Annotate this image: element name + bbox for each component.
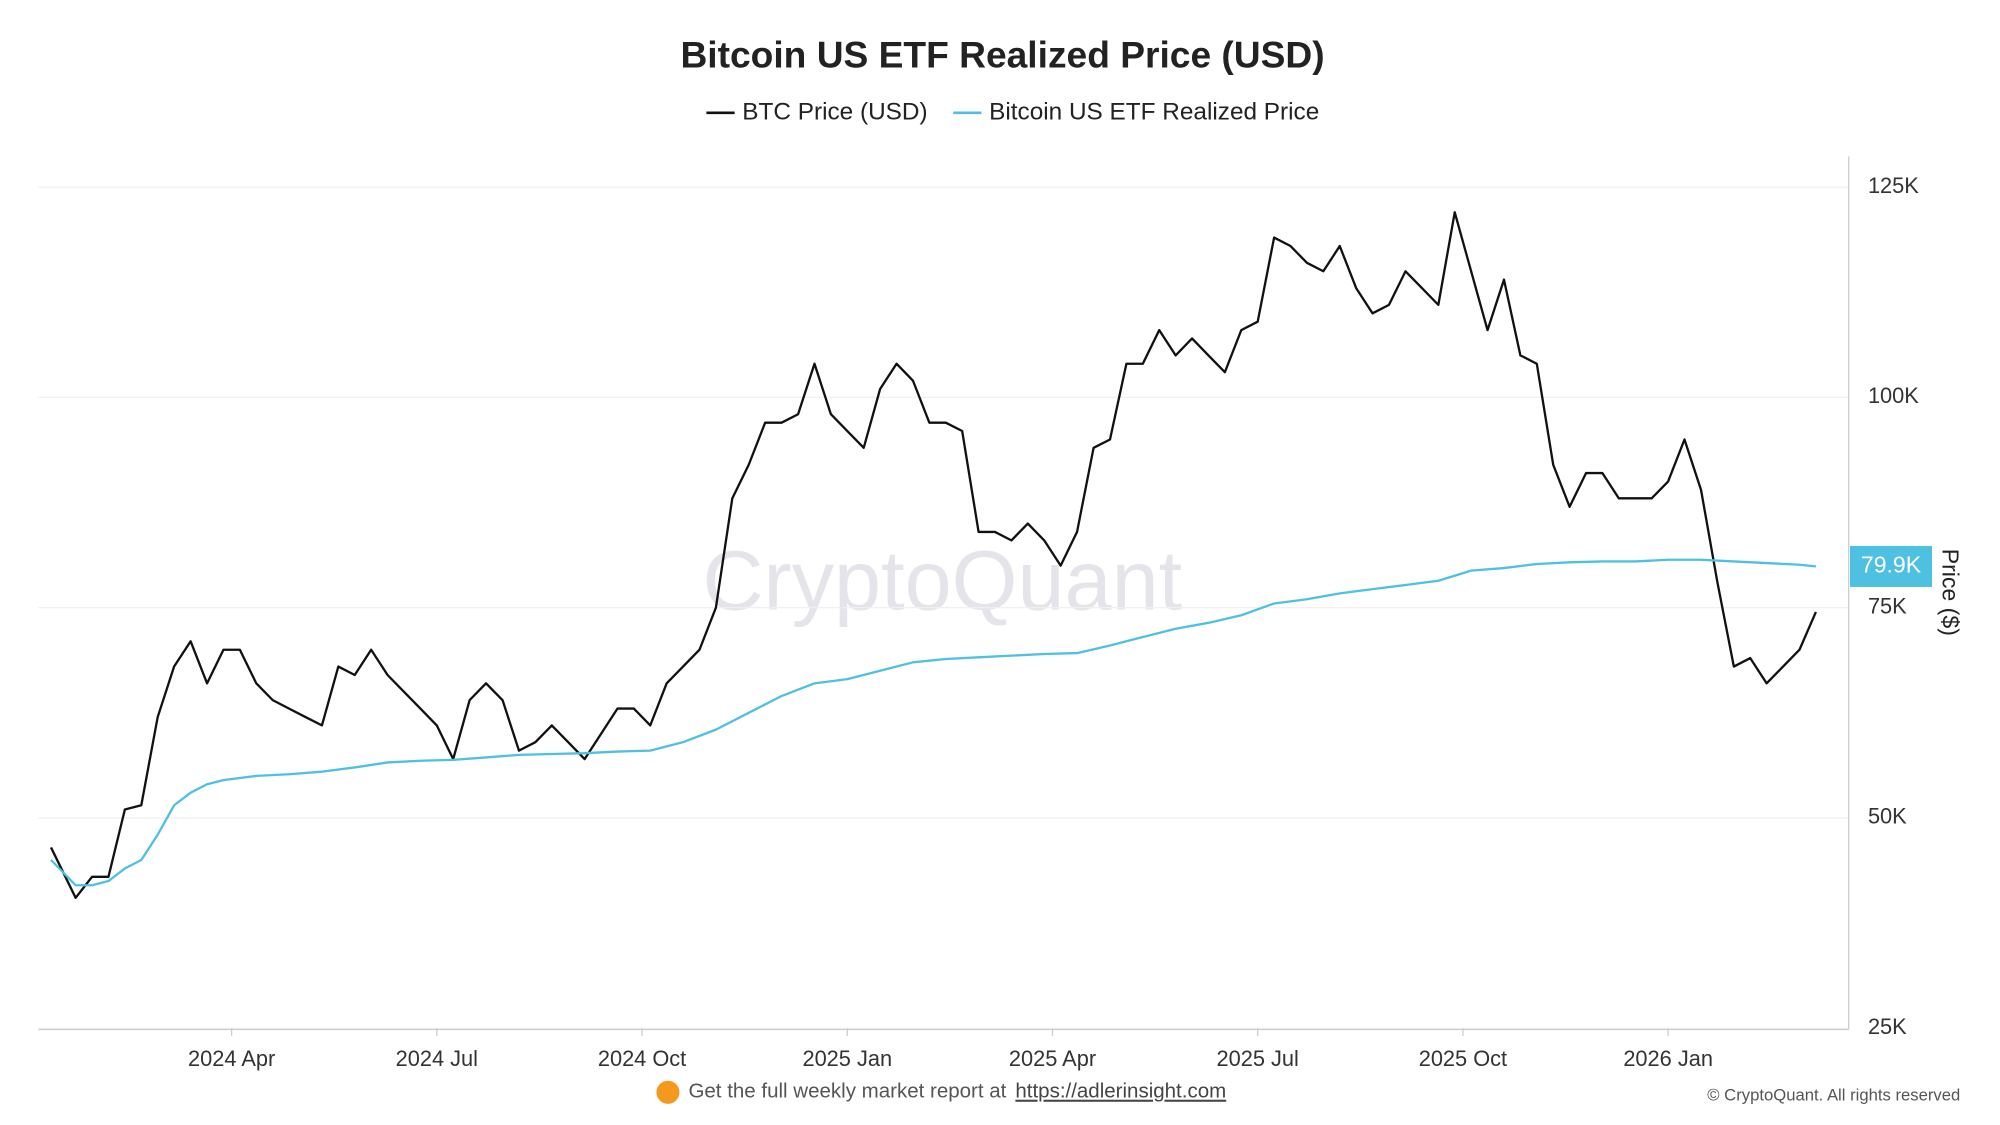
x-tick-label: 2024 Apr [188,1046,275,1071]
y-tick-label: 50K [1868,804,1907,829]
series-line [50,558,1817,887]
footer-text: Get the full weekly market report at [688,1080,1006,1103]
series-line [49,211,1817,899]
y-axis-label: Price ($) [1938,549,1964,636]
y-tick-label: 100K [1868,383,1919,408]
last-value-badge [1850,545,1933,587]
chart-title: Bitcoin US ETF Realized Price (USD) [680,34,1324,76]
x-tick-label: 2026 Jan [1623,1046,1713,1071]
y-tick-label: 125K [1868,173,1919,198]
watermark: CryptoQuant [702,533,1182,628]
legend: BTC Price (USD) Bitcoin US ETF Realized P… [706,98,1319,125]
x-tick-label: 2025 Jan [802,1046,892,1071]
y-tick-label: 75K [1868,593,1907,618]
legend-label: Bitcoin US ETF Realized Price [989,98,1319,125]
orange-dot-icon [656,1080,680,1104]
y-tick-label: 25K [1868,1014,1907,1039]
last-value-label: 79.9K [1861,552,1922,578]
legend-label: BTC Price (USD) [742,98,927,125]
x-tick-label: 2025 Oct [1419,1046,1507,1071]
x-tick-label: 2025 Jul [1217,1046,1299,1071]
footer-link[interactable]: https://adlerinsight.com [1015,1080,1226,1103]
x-tick-label: 2024 Oct [598,1046,686,1071]
x-tick-label: 2024 Jul [396,1046,478,1071]
x-tick-label: 2025 Apr [1009,1046,1096,1071]
copyright: © CryptoQuant. All rights reserved [1707,1086,1960,1105]
